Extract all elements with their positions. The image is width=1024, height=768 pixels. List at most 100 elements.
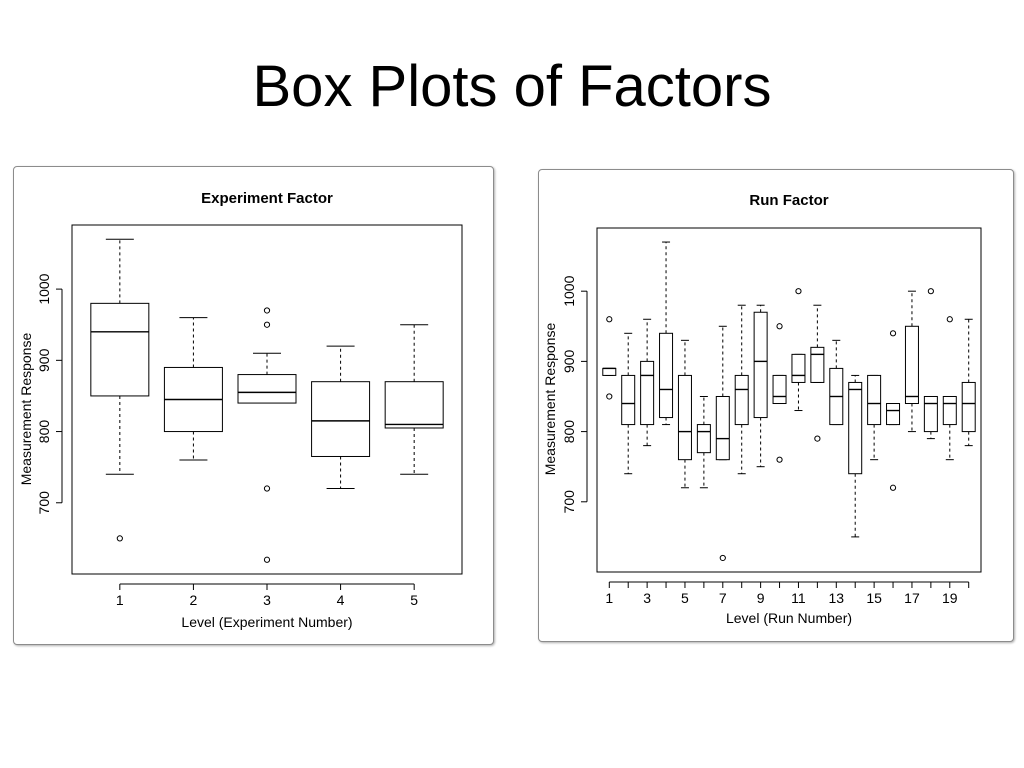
outlier-point: [927, 288, 934, 295]
box-body: [961, 381, 976, 433]
x-tick-label: 1: [116, 592, 124, 608]
outlier-point: [776, 456, 783, 463]
run-factor-panel: Run Factor Level (Run Number) Measuremen…: [538, 169, 1014, 642]
box-3: [640, 318, 655, 447]
outlier-point: [116, 535, 123, 542]
x-tick-label: 4: [337, 592, 345, 608]
box-11: [791, 288, 806, 412]
outlier-point: [263, 485, 271, 492]
outlier-point: [263, 307, 271, 314]
y-tick-label: 900: [561, 349, 577, 373]
x-tick-label: 19: [942, 590, 958, 606]
box-9: [753, 304, 768, 468]
box-body: [886, 403, 901, 426]
box-body: [640, 360, 655, 426]
x-axis-label: Level (Experiment Number): [181, 614, 352, 630]
box-body: [867, 374, 882, 426]
box-16: [886, 330, 901, 491]
outlier-point: [946, 316, 953, 323]
box-body: [696, 424, 711, 454]
y-tick-label: 1000: [561, 275, 577, 306]
x-tick-label: 7: [719, 590, 727, 606]
outlier-point: [719, 554, 726, 562]
box-1: [90, 238, 150, 542]
y-tick-label: 700: [36, 491, 52, 515]
box-body: [602, 367, 617, 376]
box-18: [923, 288, 938, 440]
x-tick-label: 17: [904, 590, 920, 606]
box-17: [904, 290, 919, 433]
run-factor-chart: Run Factor Level (Run Number) Measuremen…: [542, 192, 982, 626]
x-tick-label: 13: [829, 590, 845, 606]
box-body: [772, 374, 787, 405]
y-tick-label: 1000: [36, 273, 52, 304]
box-body: [677, 374, 692, 461]
box-body: [659, 332, 674, 419]
box-13: [829, 339, 844, 426]
box-5: [384, 324, 444, 475]
experiment-factor-panel: Experiment Factor Level (Experiment Numb…: [13, 166, 494, 645]
box-14: [848, 374, 863, 538]
box-body: [753, 311, 768, 419]
x-tick-label: 9: [757, 590, 765, 606]
outlier-point: [889, 330, 897, 337]
box-body: [715, 395, 730, 461]
box-body: [90, 302, 150, 397]
box-body: [621, 374, 636, 426]
outlier-point: [776, 323, 783, 330]
plot-area: 700 800 900 1000 1 2 3 4 5: [36, 224, 463, 608]
box-body: [942, 395, 957, 426]
box-body: [810, 346, 825, 383]
y-tick-label: 700: [561, 490, 577, 514]
x-axis-label: Level (Run Number): [726, 610, 852, 626]
outlier-point: [606, 316, 613, 323]
box-10: [772, 323, 787, 463]
box-15: [867, 374, 882, 461]
box-body: [311, 381, 371, 457]
y-tick-label: 800: [36, 420, 52, 444]
plot-frame: [596, 227, 982, 573]
outlier-point: [814, 435, 821, 442]
box-4: [659, 241, 674, 426]
plot-frame: [71, 224, 463, 575]
box-body: [734, 374, 749, 426]
box-2: [163, 317, 223, 461]
x-tick-label: 15: [866, 590, 882, 606]
outlier-point: [263, 556, 271, 563]
box-4: [311, 345, 371, 490]
box-body: [904, 325, 919, 405]
x-tick-label: 5: [681, 590, 689, 606]
box-20: [961, 318, 976, 447]
experiment-factor-chart: Experiment Factor Level (Experiment Numb…: [18, 190, 463, 630]
x-tick-label: 5: [410, 592, 418, 608]
x-tick-label: 3: [643, 590, 651, 606]
box-3: [237, 307, 297, 563]
x-tick-label: 1: [605, 590, 613, 606]
box-6: [696, 395, 711, 489]
outlier-point: [606, 393, 613, 400]
x-tick-label: 11: [791, 590, 806, 606]
box-body: [791, 353, 806, 383]
box-7: [715, 325, 730, 562]
outlier-point: [795, 288, 802, 295]
chart-title: Run Factor: [749, 192, 828, 209]
box-2: [621, 332, 636, 475]
box-12: [810, 304, 825, 442]
box-body: [923, 395, 938, 433]
x-tick-label: 2: [190, 592, 198, 608]
box-body: [384, 381, 444, 429]
box-5: [677, 339, 692, 489]
y-axis-label: Measurement Response: [18, 333, 34, 486]
box-body: [237, 374, 297, 404]
box-19: [942, 316, 957, 461]
slide-title: Box Plots of Factors: [252, 54, 772, 119]
outlier-point: [263, 321, 271, 328]
box-8: [734, 304, 749, 475]
box-1: [602, 316, 617, 400]
y-tick-label: 900: [36, 348, 52, 372]
x-tick-label: 3: [263, 592, 271, 608]
outlier-point: [889, 484, 897, 491]
y-tick-label: 800: [561, 420, 577, 444]
y-axis-label: Measurement Response: [542, 323, 558, 476]
